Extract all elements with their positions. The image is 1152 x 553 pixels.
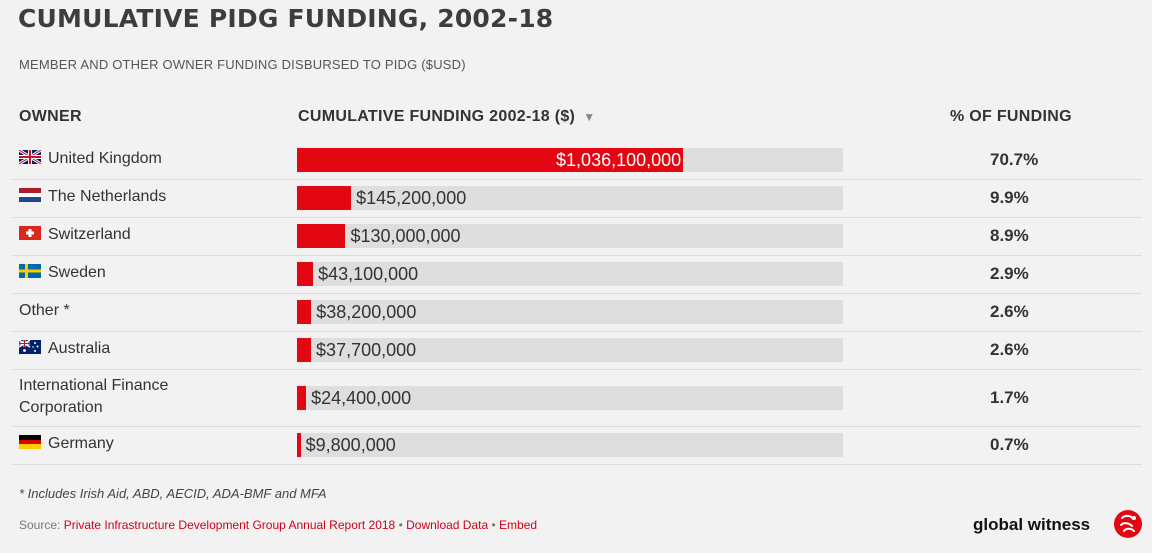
percent-value: 70.7% — [990, 150, 1039, 169]
sort-descending-icon[interactable]: ▼ — [583, 110, 596, 124]
funding-column-label: CUMULATIVE FUNDING 2002-18 ($) — [298, 108, 576, 125]
owner-name: Other * — [19, 302, 70, 319]
bar-value-label: $24,400,000 — [311, 387, 412, 408]
australia-flag-icon — [18, 339, 41, 354]
sweden-flag-icon — [19, 263, 41, 278]
bar-track: $24,400,000 — [297, 385, 843, 410]
table-row: United Kingdom $1,036,100,000 70.7% — [12, 141, 1142, 180]
brand-name: global witness — [973, 515, 1091, 534]
embed-link[interactable]: Embed — [499, 518, 538, 532]
funding-bar[interactable] — [297, 224, 346, 248]
owner-name: Sweden — [48, 264, 106, 281]
funding-column-header[interactable]: CUMULATIVE FUNDING 2002-18 ($) ▼ — [298, 108, 595, 126]
table-row: Germany $9,800,000 0.7% — [12, 426, 1142, 465]
percent-value: 8.9% — [990, 226, 1029, 245]
bar-track: $9,800,000 — [297, 433, 843, 457]
bar-value-label: $1,036,100,000 — [556, 150, 682, 170]
bar-track: $145,200,000 — [297, 186, 843, 210]
bar-value-label: $38,200,000 — [316, 302, 417, 322]
owner-name: United Kingdom — [48, 150, 162, 167]
footnote: * Includes Irish Aid, ABD, AECID, ADA-BM… — [19, 486, 327, 501]
table-row: International Finance Corporation $24,400… — [12, 369, 1142, 427]
bar-track: $37,700,000 — [297, 338, 843, 362]
bar-value-label: $130,000,000 — [350, 226, 461, 246]
bar-track: $43,100,000 — [297, 262, 843, 286]
bar-value-label: $9,800,000 — [305, 435, 396, 455]
owner-label: Switzerland — [19, 224, 131, 246]
table-row: The Netherlands $145,200,000 9.9% — [12, 179, 1142, 218]
source-prefix: Source: — [19, 518, 64, 532]
percent-value: 0.7% — [990, 435, 1029, 454]
owner-column-header[interactable]: OWNER — [19, 108, 82, 125]
funding-bar[interactable] — [297, 262, 314, 286]
owner-name: Germany — [48, 435, 114, 452]
source-separator: • — [488, 518, 500, 532]
funding-bar[interactable] — [297, 148, 684, 172]
source-separator: • — [395, 518, 407, 532]
percent-value: 2.6% — [990, 340, 1029, 359]
owner-name: Switzerland — [48, 226, 131, 243]
owner-label: United Kingdom — [18, 148, 162, 170]
uk-flag-icon — [18, 148, 42, 166]
bar-track: $1,036,100,000 — [297, 148, 843, 172]
percent-value: 1.7% — [990, 387, 1029, 407]
owner-label: Germany — [19, 433, 114, 455]
owner-label: International Finance Corporation — [19, 375, 189, 419]
owner-label: Australia — [18, 338, 111, 360]
owner-label: The Netherlands — [19, 186, 166, 208]
owner-name: International Finance Corporation — [19, 376, 169, 416]
percent-value: 9.9% — [990, 188, 1029, 207]
owner-name: Australia — [48, 340, 111, 357]
global-witness-logo-icon — [1114, 510, 1142, 538]
funding-bar[interactable] — [297, 338, 312, 362]
percent-column-header[interactable]: % OF FUNDING — [950, 108, 1072, 125]
owner-name: The Netherlands — [48, 188, 167, 205]
owner-label: Sweden — [19, 262, 106, 284]
source-line: Source: Private Infrastructure Developme… — [19, 518, 537, 532]
table-row: Other * $38,200,000 2.6% — [12, 293, 1142, 332]
chart-subtitle: MEMBER AND OTHER OWNER FUNDING DISBURSED… — [19, 57, 466, 72]
funding-bar[interactable] — [297, 186, 352, 210]
percent-value: 2.6% — [990, 302, 1029, 321]
table-row: Australia $37,700,000 2.6% — [12, 331, 1142, 370]
table-row: Switzerland $130,000,000 8.9% — [12, 217, 1142, 256]
source-report-link[interactable]: Private Infrastructure Development Group… — [63, 518, 396, 532]
netherlands-flag-icon — [19, 187, 41, 202]
chart-title: CUMULATIVE PIDG FUNDING, 2002-18 — [18, 4, 554, 33]
bar-track: $38,200,000 — [297, 300, 843, 324]
bar-value-label: $43,100,000 — [318, 264, 419, 284]
germany-flag-icon — [19, 434, 41, 449]
funding-bar[interactable] — [297, 300, 312, 324]
funding-bar[interactable] — [297, 433, 301, 457]
table-row: Sweden $43,100,000 2.9% — [12, 255, 1142, 294]
funding-bar[interactable] — [297, 385, 307, 410]
percent-value: 2.9% — [990, 264, 1029, 283]
switzerland-flag-icon — [19, 225, 41, 240]
bar-track: $130,000,000 — [297, 224, 843, 248]
bar-value-label: $145,200,000 — [356, 188, 467, 208]
bar-value-label: $37,700,000 — [316, 340, 417, 360]
owner-label: Other * — [19, 300, 70, 322]
download-data-link[interactable]: Download Data — [406, 518, 489, 532]
